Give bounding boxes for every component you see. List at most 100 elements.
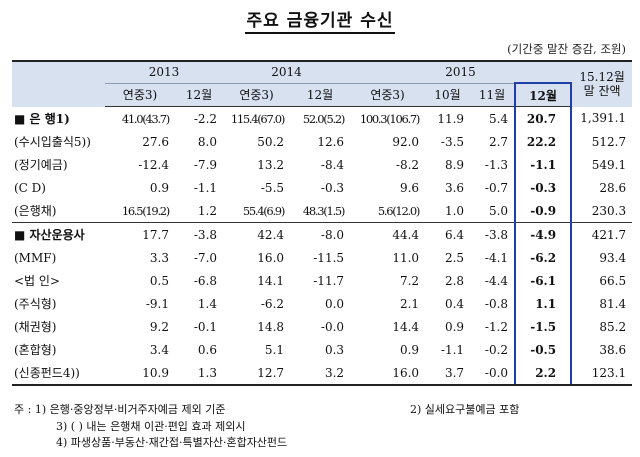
table-row: (은행채) 16.5(19.2) 1.2 55.4(6.9) 48.3(1.5) 5.6(… — [12, 199, 632, 223]
table-cell: -12.4 — [138, 157, 169, 172]
table-row: (MMF) 3.3 -7.0 16.0 -11.5 11.0 2.5 -4.1 -6.2 93.4 — [12, 246, 632, 269]
table-cell: 93.4 — [599, 250, 627, 265]
footnote-row-1: 주 : 1) 은행·중앙정부·비거주자예금 제외 기준 2) 실세요구불예금 포… — [14, 402, 634, 419]
table-cell: 5.4 — [488, 111, 509, 126]
table-cell: 0.9 — [399, 342, 420, 357]
table-cell: 8.0 — [197, 134, 218, 149]
table-cell: 549.1 — [591, 157, 627, 172]
table-cell: -2.2 — [193, 111, 218, 126]
table-cell: 16.5(19.2) — [121, 203, 170, 218]
table-cell: 0.5 — [149, 273, 169, 288]
table-cell: -8.2 — [395, 157, 420, 172]
table-row: ■ 자산운용사 17.7 -3.8 42.4 -8.0 44.4 6.4 -3.8 -4.9 42… — [12, 222, 633, 246]
table-cell: 1.4 — [197, 296, 218, 311]
table-cell: 27.6 — [142, 134, 169, 149]
table-cell: 55.4(6.9) — [242, 203, 285, 218]
table-row: ■ 은 행1) 41.0(43.7) -2.2 115.4(67.0) 52.0(5.2… — [12, 106, 632, 130]
header-sub-row: 연중3) 12월 연중3) 12월 연중3) 10월 11월 12월 — [12, 82, 632, 107]
table-cell: 50.2 — [257, 134, 285, 149]
table-cell: -8.4 — [320, 157, 345, 172]
table-cell: -0.3 — [514, 176, 573, 199]
table-cell: -6.1 — [514, 269, 573, 292]
table-cell: -11.5 — [313, 250, 345, 265]
table-cell: 3.4 — [149, 342, 169, 357]
table-cell: -0.1 — [193, 319, 218, 334]
table-cell: 1,391.1 — [580, 111, 627, 126]
page-title: 주요 금융기관 수신 — [0, 6, 640, 34]
table-cell: 20.7 — [514, 106, 573, 130]
table-cell: -9.1 — [145, 296, 169, 311]
table-cell: -1.1 — [514, 153, 573, 176]
table-cell: 8.9 — [444, 157, 465, 172]
table-cell: 14.4 — [392, 319, 420, 334]
header-sub-2013-dec: 12월 — [175, 83, 224, 107]
header-dec-label: 12월 — [529, 88, 557, 103]
table-cell: 52.0(5.2) — [302, 111, 345, 126]
table-cell: 421.7 — [571, 222, 633, 246]
table-cell: -0.0 — [320, 319, 345, 334]
table-cell: -6.2 — [514, 246, 573, 269]
table-cell: 12.7 — [223, 361, 291, 386]
table-cell: 92.0 — [392, 134, 420, 149]
header-blank — [12, 61, 105, 107]
table-cell: 5.1 — [264, 342, 285, 357]
unit-note: (기간중 말잔 증감, 조원) — [507, 42, 626, 56]
table-cell: 100.3(106.7) — [359, 111, 421, 126]
table-cell: -0.2 — [484, 342, 509, 357]
table-cell: 10.9 — [105, 361, 175, 386]
header-year-2014: 2014 — [223, 61, 351, 84]
table-cell: 1.1 — [514, 292, 573, 315]
table-cell: -1.3 — [484, 157, 509, 172]
row-label: ■ 은 행1) — [14, 111, 70, 126]
table-row: (신종펀드4)) 10.9 1.3 12.7 3.2 16.0 3.7 -0.0 2.2 123.… — [12, 361, 633, 386]
title-text: 주요 금융기관 수신 — [244, 11, 396, 34]
table-row: (C D) 0.9 -1.1 -5.5 -0.3 9.6 3.6 -0.7 -0.3 28.6 — [12, 176, 632, 199]
header-sub-2015-oct: 10월 — [425, 83, 471, 107]
table-cell: -11.7 — [313, 273, 345, 288]
row-label: (C D) — [14, 180, 46, 195]
table-cell: 12.6 — [317, 134, 345, 149]
table-row: (혼합형) 3.4 0.6 5.1 0.3 0.9 -1.1 -0.2 -0.5 38.6 — [12, 338, 632, 361]
header-years-row: 2013 2014 2015 15.12월말 잔액 — [12, 61, 633, 107]
table-cell: 66.5 — [599, 273, 627, 288]
table-cell: 2.2 — [514, 361, 573, 386]
table-cell: -0.5 — [514, 338, 573, 361]
table-cell: 14.1 — [257, 273, 285, 288]
table-cell: 2.1 — [399, 296, 420, 311]
table-cell: 16.0 — [350, 361, 426, 386]
table-cell: -0.0 — [470, 361, 516, 386]
table-cell: 2.7 — [488, 134, 509, 149]
row-label: (은행채) — [14, 204, 57, 218]
table-cell: 9.6 — [399, 180, 420, 195]
table-cell: 2.5 — [444, 250, 465, 265]
table-row: (채권형) 9.2 -0.1 14.8 -0.0 14.4 0.9 -1.2 -1.5 85.2 — [12, 315, 632, 338]
row-label: (정기예금) — [14, 158, 68, 172]
table-cell: -0.7 — [484, 180, 509, 195]
table-cell: 3.3 — [149, 250, 169, 265]
header-sub-2015-nov: 11월 — [470, 83, 516, 107]
table-cell: 7.2 — [399, 273, 420, 288]
footnote-1: 주 : 1) 은행·중앙정부·비거주자예금 제외 기준 — [14, 403, 226, 416]
table-cell: 17.7 — [105, 222, 175, 246]
header-sub-2014-annual: 연중3) — [223, 83, 291, 107]
row-label: <법 인> — [14, 274, 61, 288]
header-sub-2015-annual: 연중3) — [350, 83, 426, 107]
table-cell: -0.3 — [320, 180, 345, 195]
table-row: <법 인> 0.5 -6.8 14.1 -11.7 7.2 2.8 -4.4 -6.1 66.5 — [12, 269, 632, 292]
table-cell: 3.7 — [425, 361, 471, 386]
table-cell: 41.0(43.7) — [121, 111, 170, 126]
table-cell: -3.8 — [175, 222, 224, 246]
header-year-2015: 2015 — [350, 61, 572, 84]
table-cell: 44.4 — [350, 222, 426, 246]
table-cell: 1.3 — [175, 361, 224, 386]
header-balance: 15.12월말 잔액 — [571, 61, 633, 107]
table-cell: 230.3 — [591, 203, 627, 218]
table-cell: 16.0 — [257, 250, 285, 265]
table-cell: -7.9 — [193, 157, 218, 172]
table-cell: -1.2 — [484, 319, 509, 334]
row-label: (MMF) — [14, 250, 57, 265]
table-cell: 512.7 — [591, 134, 627, 149]
table-cell: -0.9 — [514, 199, 573, 223]
table-cell: 123.1 — [571, 361, 633, 386]
footnote-2: 2) 실세요구불예금 포함 — [410, 403, 520, 416]
